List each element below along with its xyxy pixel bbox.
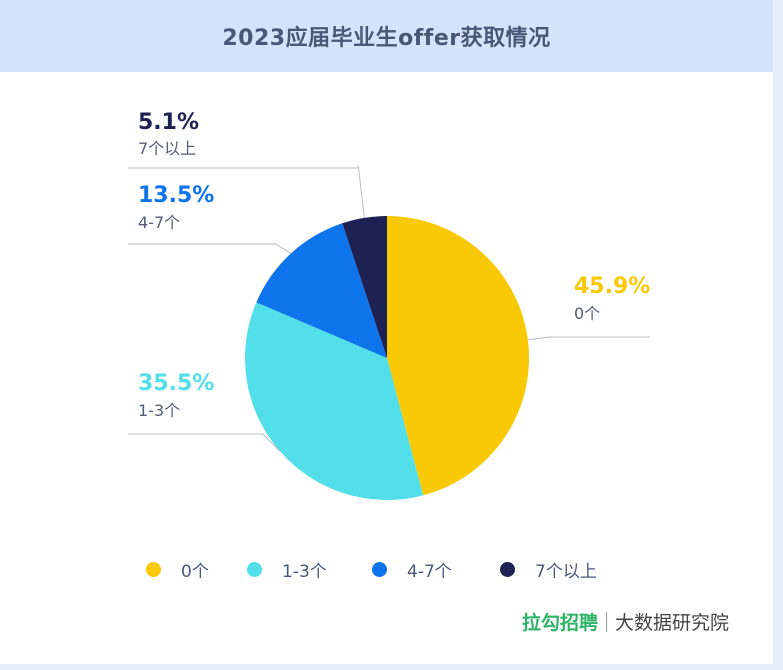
footer-subtitle: 大数据研究院 bbox=[615, 612, 730, 634]
label-category-2: 4-7个 bbox=[138, 213, 181, 232]
pie-slice-3 bbox=[342, 216, 387, 358]
pie-slice-0 bbox=[387, 216, 529, 496]
chart-title: 2023应届毕业生offer获取情况 bbox=[222, 26, 551, 51]
leader-line-0 bbox=[527, 336, 650, 341]
legend-label-1: 1-3个 bbox=[282, 562, 327, 582]
label-value-1: 35.5% bbox=[138, 371, 215, 396]
legend-label-2: 4-7个 bbox=[407, 562, 452, 582]
right-border bbox=[773, 0, 783, 670]
label-value-3: 5.1% bbox=[138, 110, 200, 135]
label-category-0: 0个 bbox=[574, 304, 601, 323]
leader-line-2 bbox=[128, 243, 292, 254]
label-value-2: 13.5% bbox=[138, 183, 215, 208]
label-category-1: 1-3个 bbox=[138, 401, 181, 420]
legend-swatch-2 bbox=[372, 562, 387, 577]
chart-title-bar: 2023应届毕业生offer获取情况 bbox=[0, 0, 773, 72]
bottom-border bbox=[0, 664, 783, 670]
legend-item-2: 4-7个 bbox=[372, 557, 452, 582]
footer-divider bbox=[606, 611, 608, 632]
leader-line-1 bbox=[128, 433, 280, 452]
chart-legend: 0个 1-3个 4-7个 7个以上 bbox=[0, 557, 773, 583]
legend-swatch-0 bbox=[146, 562, 161, 577]
brand-logo-text: 拉勾招聘 bbox=[522, 612, 599, 634]
label-category-3: 7个以上 bbox=[138, 139, 197, 158]
source-footer: 拉勾招聘 大数据研究院 bbox=[522, 608, 729, 635]
legend-swatch-3 bbox=[500, 562, 515, 577]
legend-item-3: 7个以上 bbox=[500, 557, 597, 582]
legend-item-0: 0个 bbox=[146, 557, 209, 582]
legend-label-3: 7个以上 bbox=[535, 562, 597, 582]
label-value-0: 45.9% bbox=[574, 274, 651, 299]
legend-item-1: 1-3个 bbox=[247, 557, 327, 582]
pie-slice-1 bbox=[245, 302, 424, 500]
leader-line-3 bbox=[128, 166, 365, 218]
legend-swatch-1 bbox=[247, 562, 262, 577]
legend-label-0: 0个 bbox=[181, 562, 209, 582]
pie-slice-2 bbox=[256, 223, 387, 358]
